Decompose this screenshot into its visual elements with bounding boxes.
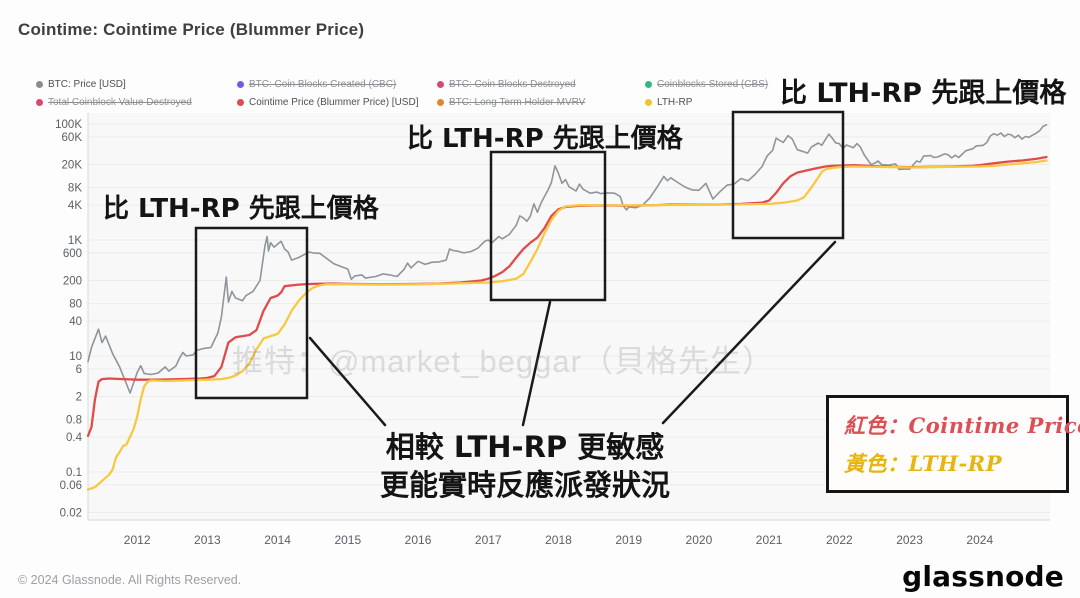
legend-item-3[interactable]: Coinblocks Stored (CBS) [645,76,768,92]
svg-text:2024: 2024 [966,533,993,547]
brand-logo: glassnode [902,560,1064,593]
svg-text:0.1: 0.1 [66,467,82,479]
manual-legend-yellow-line: 黃色：LTH-RP [844,451,1002,476]
legend-item-4[interactable]: Total Coinblock Value Destroyed [36,94,237,110]
svg-text:2018: 2018 [545,533,572,547]
legend-item-label: Total Coinblock Value Destroyed [48,96,192,108]
svg-text:0.8: 0.8 [66,415,82,427]
svg-text:100K: 100K [55,119,82,131]
legend-dot-icon [645,80,652,88]
svg-text:200: 200 [63,276,82,288]
svg-text:2022: 2022 [826,533,853,547]
svg-text:600: 600 [63,248,82,260]
svg-text:2017: 2017 [475,533,502,547]
legend-dot-icon [437,80,444,88]
legend-dot-icon [437,98,444,106]
legend-item-5[interactable]: Cointime Price (Blummer Price) [USD] [237,94,437,110]
svg-text:40: 40 [69,316,82,328]
manual-legend-red-line: 紅色：Cointime Price [844,413,1080,438]
svg-text:0.06: 0.06 [60,480,82,492]
highlight-boxes [194,110,845,400]
bottom-note-line-1: 相較 LTH-RP 更敏感 [385,430,665,464]
legend-item-label: Cointime Price (Blummer Price) [USD] [249,96,419,108]
svg-text:10: 10 [69,351,82,363]
manual-legend-box: 紅色：Cointime Price 黃色：LTH-RP [826,395,1080,493]
leader-lines [308,240,837,427]
legend-dot-icon [237,80,244,88]
svg-text:2013: 2013 [194,533,221,547]
svg-text:20K: 20K [62,160,83,172]
svg-text:1K: 1K [68,235,82,247]
svg-text:4K: 4K [68,200,82,212]
legend-item-2[interactable]: BTC: Coin Blocks Destroyed [437,76,645,92]
bottom-note: 相較 LTH-RP 更敏感 更能實時反應派發狀況 [330,428,720,504]
svg-text:2014: 2014 [264,533,291,547]
svg-text:6: 6 [76,364,82,376]
legend-dot-icon [36,98,43,106]
watermark: 推特：@market_beggar（貝格先生） [232,344,774,379]
svg-text:2019: 2019 [615,533,642,547]
footer-copyright: © 2024 Glassnode. All Rights Reserved. [18,573,242,587]
svg-text:2021: 2021 [756,533,783,547]
legend-item-0[interactable]: BTC: Price [USD] [36,76,237,92]
svg-text:2023: 2023 [896,533,923,547]
legend-item-label: LTH-RP [657,96,693,108]
svg-text:8K: 8K [68,183,82,195]
legend-item-label: Coinblocks Stored (CBS) [657,78,769,90]
svg-text:60K: 60K [62,132,83,144]
legend-dot-icon [36,80,43,88]
callout-2021-label: 比 LTH-RP 先跟上價格 [780,78,1067,109]
legend-item-label: BTC: Price [USD] [48,78,126,90]
svg-text:0.4: 0.4 [66,432,83,444]
legend-item-label: BTC: Coin Blocks Destroyed [449,78,576,90]
callout-2013-label: 比 LTH-RP 先跟上價格 [103,194,379,224]
svg-text:2020: 2020 [686,533,713,547]
svg-text:0.02: 0.02 [60,508,82,520]
svg-text:2012: 2012 [124,533,151,547]
page-title: Cointime: Cointime Price (Blummer Price) [18,20,365,39]
svg-text:80: 80 [69,299,82,311]
svg-text:2015: 2015 [334,533,361,547]
legend-dot-icon [645,98,652,106]
callout-2017-label: 比 LTH-RP 先跟上價格 [407,124,683,154]
svg-text:2: 2 [76,392,82,404]
legend-dot-icon [237,98,244,106]
bottom-note-line-2: 更能實時反應派發狀況 [379,468,670,502]
chart-legend: BTC: Price [USD] BTC: Coin Blocks Created… [36,76,768,110]
legend-item-label: BTC: Coin Blocks Created (CBC) [249,78,397,90]
legend-item-6[interactable]: BTC: Long Term Holder MVRV [437,94,645,110]
legend-item-label: BTC: Long Term Holder MVRV [449,96,586,108]
svg-text:2016: 2016 [405,533,432,547]
legend-item-7[interactable]: LTH-RP [645,94,768,110]
legend-item-1[interactable]: BTC: Coin Blocks Created (CBC) [237,76,437,92]
